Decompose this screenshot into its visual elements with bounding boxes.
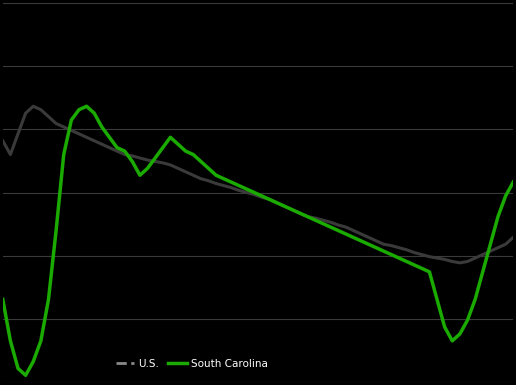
- Legend: U.S., South Carolina: U.S., South Carolina: [111, 355, 272, 373]
